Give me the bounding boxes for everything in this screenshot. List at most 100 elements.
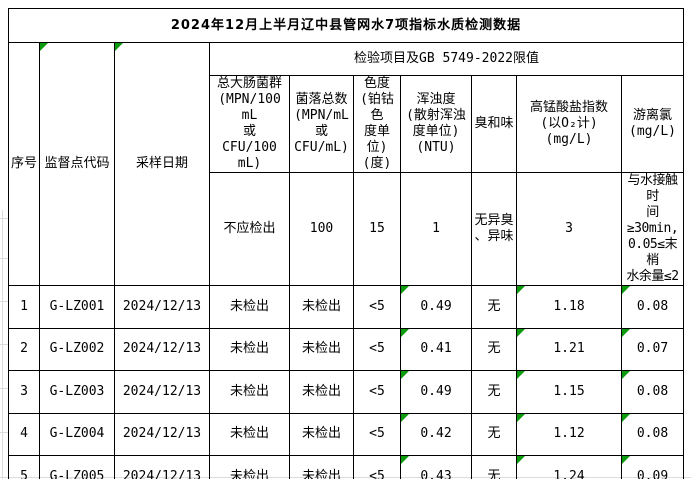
cell-permanganate[interactable]: 1.21 bbox=[516, 327, 622, 371]
error-flag-icon bbox=[517, 413, 525, 422]
error-flag-icon bbox=[622, 456, 630, 464]
cell-odor[interactable]: 无 bbox=[471, 285, 517, 329]
header-limits-row: 不应检出 100 15 1 无异臭 、异味 3 与水接触时 间≥30min, 0… bbox=[9, 172, 685, 286]
cell-odor[interactable]: 无 bbox=[471, 412, 517, 456]
cell-permanganate[interactable]: 1.12 bbox=[516, 412, 622, 456]
cell-sample-date[interactable]: 2024/12/13 bbox=[114, 455, 210, 479]
col-header-label: 采样日期 bbox=[135, 156, 188, 171]
cell-colony-count[interactable]: 未检出 bbox=[289, 455, 354, 479]
cell-serial[interactable]: 4 bbox=[8, 412, 40, 456]
error-flag-icon bbox=[622, 413, 630, 422]
error-flag-icon bbox=[401, 413, 409, 422]
cell-colony-count[interactable]: 未检出 bbox=[289, 285, 354, 329]
gridline bbox=[0, 301, 8, 302]
cell-permanganate[interactable]: 1.24 bbox=[516, 455, 622, 479]
cell-sample-date[interactable]: 2024/12/13 bbox=[114, 412, 210, 456]
error-flag-icon bbox=[401, 456, 409, 464]
gridline bbox=[0, 388, 8, 389]
cell-value: 0.49 bbox=[420, 383, 452, 399]
gridline bbox=[0, 258, 8, 259]
param-header-odor-taste[interactable]: 臭和味 bbox=[471, 75, 517, 173]
limit-colony-count[interactable]: 100 bbox=[289, 172, 354, 286]
table-row: 4 G-LZ004 2024/12/13 未检出 未检出 <5 0.42 无 1… bbox=[8, 412, 685, 456]
cell-serial[interactable]: 3 bbox=[8, 370, 40, 414]
cell-free-chlorine[interactable]: 0.08 bbox=[620, 412, 685, 456]
param-header-turbidity[interactable]: 浑浊度 (散射浑浊 度单位) (NTU) bbox=[400, 75, 472, 173]
cell-site-code[interactable]: G-LZ001 bbox=[39, 285, 115, 329]
cell-turbidity[interactable]: 0.49 bbox=[400, 285, 472, 329]
cell-serial[interactable]: 5 bbox=[8, 455, 40, 479]
cell-chroma[interactable]: <5 bbox=[353, 455, 401, 479]
cell-chroma[interactable]: <5 bbox=[353, 327, 401, 371]
cell-colony-count[interactable]: 未检出 bbox=[289, 327, 354, 371]
cell-chroma[interactable]: <5 bbox=[353, 370, 401, 414]
error-flag-icon bbox=[517, 286, 525, 294]
cell-free-chlorine[interactable]: 0.08 bbox=[620, 370, 685, 414]
cell-site-code[interactable]: G-LZ002 bbox=[39, 327, 115, 371]
cell-value: 0.49 bbox=[420, 298, 452, 314]
cell-sample-date[interactable]: 2024/12/13 bbox=[114, 285, 210, 329]
error-flag-icon bbox=[517, 456, 525, 464]
cell-value: 0.07 bbox=[636, 341, 669, 357]
limit-turbidity[interactable]: 1 bbox=[400, 172, 472, 286]
cell-serial[interactable]: 2 bbox=[8, 327, 40, 371]
cell-total-coliform[interactable]: 未检出 bbox=[209, 285, 290, 329]
title-row: 2024年12月上半月辽中县管网水7项指标水质检测数据 bbox=[7, 8, 685, 43]
gridline bbox=[0, 344, 8, 345]
cell-chroma[interactable]: <5 bbox=[353, 412, 401, 456]
cell-free-chlorine[interactable]: 0.09 bbox=[620, 455, 685, 479]
cell-free-chlorine[interactable]: 0.07 bbox=[620, 327, 685, 371]
cell-turbidity[interactable]: 0.43 bbox=[400, 455, 472, 479]
cell-value: 1.12 bbox=[553, 426, 585, 442]
cell-total-coliform[interactable]: 未检出 bbox=[209, 327, 290, 371]
cell-odor[interactable]: 无 bbox=[471, 455, 517, 479]
cell-total-coliform[interactable]: 未检出 bbox=[209, 412, 290, 456]
cell-chroma[interactable]: <5 bbox=[353, 285, 401, 329]
group-header-label[interactable]: 检验项目及GB 5749-2022限值 bbox=[208, 42, 685, 76]
limit-total-coliform[interactable]: 不应检出 bbox=[209, 172, 290, 286]
error-flag-icon bbox=[622, 328, 630, 337]
error-flag-icon bbox=[401, 371, 409, 379]
cell-permanganate[interactable]: 1.18 bbox=[516, 285, 622, 329]
cell-sample-date[interactable]: 2024/12/13 bbox=[114, 370, 210, 414]
cell-turbidity[interactable]: 0.42 bbox=[400, 412, 472, 456]
limit-odor-taste[interactable]: 无异臭 、异味 bbox=[471, 172, 517, 286]
cell-value: 1.24 bbox=[553, 468, 585, 479]
limit-permanganate-index[interactable]: 3 bbox=[516, 172, 622, 286]
water-quality-table: 2024年12月上半月辽中县管网水7项指标水质检测数据 序号 监督点代码 采样日… bbox=[7, 8, 685, 479]
error-flag-icon bbox=[40, 43, 48, 51]
cell-free-chlorine[interactable]: 0.08 bbox=[620, 285, 685, 329]
cell-value: 0.08 bbox=[636, 426, 669, 442]
param-header-free-chlorine[interactable]: 游离氯 (mg/L) bbox=[620, 75, 685, 173]
param-header-permanganate-index[interactable]: 高锰酸盐指数 (以O₂计) (mg/L) bbox=[516, 75, 622, 173]
page-title[interactable]: 2024年12月上半月辽中县管网水7项指标水质检测数据 bbox=[7, 8, 685, 43]
cell-site-code[interactable]: G-LZ005 bbox=[39, 455, 115, 479]
cell-colony-count[interactable]: 未检出 bbox=[289, 370, 354, 414]
cell-total-coliform[interactable]: 未检出 bbox=[209, 370, 290, 414]
error-flag-icon bbox=[517, 371, 525, 379]
cell-odor[interactable]: 无 bbox=[471, 370, 517, 414]
cell-turbidity[interactable]: 0.49 bbox=[400, 370, 472, 414]
cell-colony-count[interactable]: 未检出 bbox=[289, 412, 354, 456]
cell-site-code[interactable]: G-LZ004 bbox=[39, 412, 115, 456]
param-header-chroma[interactable]: 色度 (铂钴色 度单位) (度) bbox=[353, 75, 401, 173]
limit-free-chlorine[interactable]: 与水接触时 间≥30min, 0.05≤末梢 水余量≤2 bbox=[620, 172, 685, 286]
limit-chroma[interactable]: 15 bbox=[353, 172, 401, 286]
cell-turbidity[interactable]: 0.41 bbox=[400, 327, 472, 371]
cell-site-code[interactable]: G-LZ003 bbox=[39, 370, 115, 414]
header-group-row: 序号 监督点代码 采样日期 检验项目及GB 5749-2022限值 bbox=[8, 42, 685, 286]
param-header-colony-count[interactable]: 菌落总数 (MPN/mL 或 CFU/mL) bbox=[289, 75, 354, 173]
cell-permanganate[interactable]: 1.15 bbox=[516, 370, 622, 414]
table-row: 1 G-LZ001 2024/12/13 未检出 未检出 <5 0.49 无 1… bbox=[8, 285, 685, 329]
table-row: 5 G-LZ005 2024/12/13 未检出 未检出 <5 0.43 无 1… bbox=[8, 455, 685, 479]
cell-total-coliform[interactable]: 未检出 bbox=[209, 455, 290, 479]
param-header-total-coliform[interactable]: 总大肠菌群 (MPN/100 mL 或 CFU/100 mL) bbox=[209, 75, 290, 173]
cell-sample-date[interactable]: 2024/12/13 bbox=[114, 327, 210, 371]
col-header-site-code[interactable]: 监督点代码 bbox=[39, 42, 115, 286]
cell-serial[interactable]: 1 bbox=[8, 285, 40, 329]
col-header-serial[interactable]: 序号 bbox=[8, 42, 40, 286]
table-row: 2 G-LZ002 2024/12/13 未检出 未检出 <5 0.41 无 1… bbox=[8, 327, 685, 371]
col-header-sample-date[interactable]: 采样日期 bbox=[114, 42, 210, 286]
cell-odor[interactable]: 无 bbox=[471, 327, 517, 371]
error-flag-icon bbox=[401, 328, 409, 337]
